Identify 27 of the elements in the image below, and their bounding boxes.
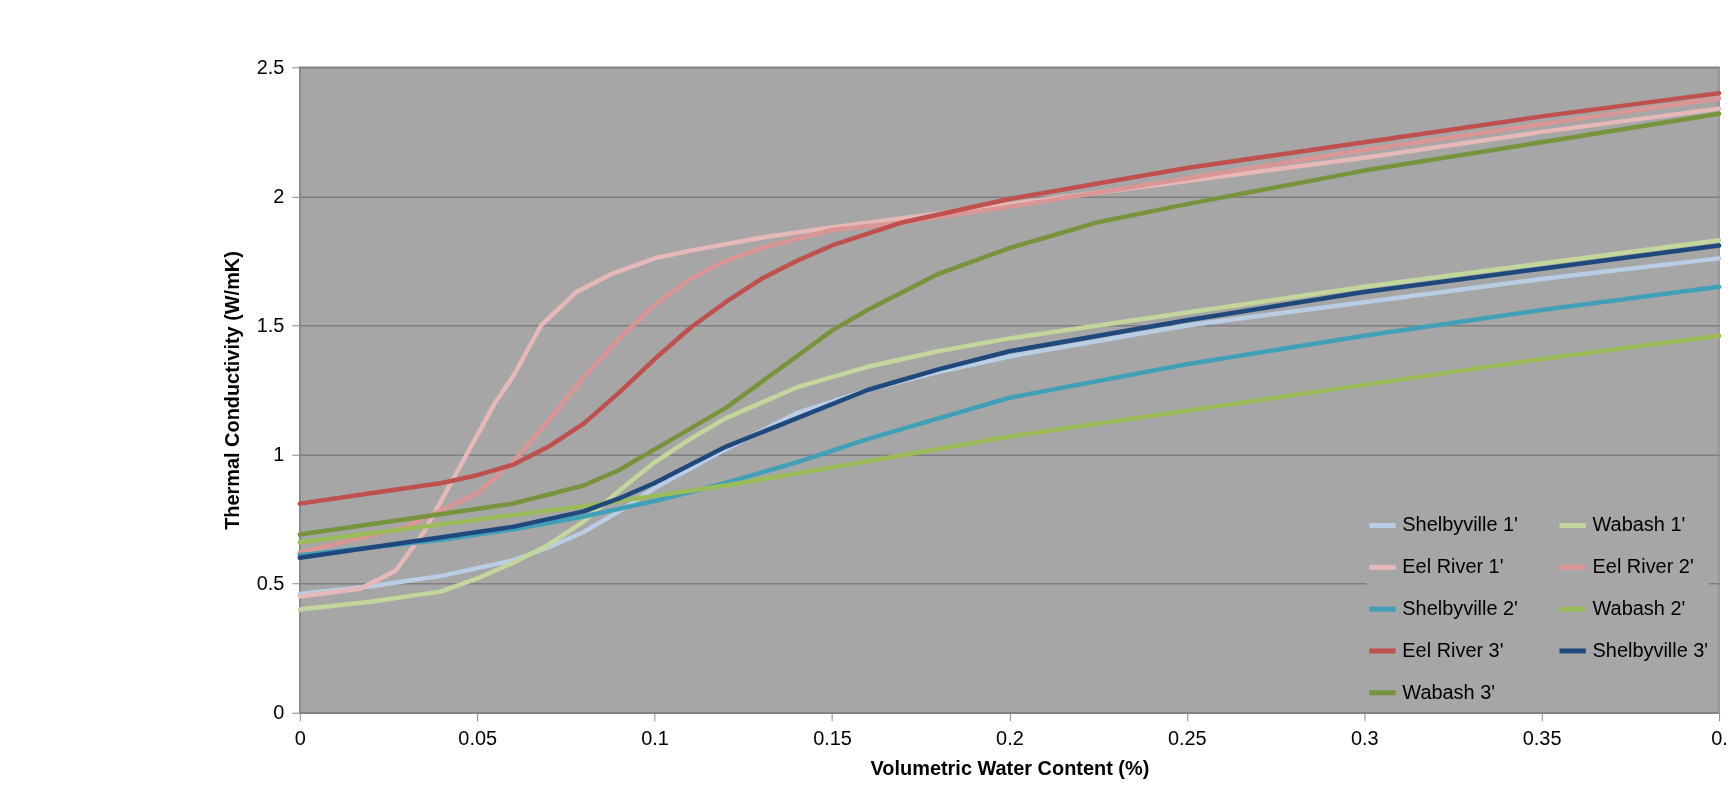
legend-label: Shelbyville 1' xyxy=(1402,513,1518,536)
legend-label: Eel River 2' xyxy=(1592,555,1694,578)
legend-label: Wabash 3' xyxy=(1402,680,1496,703)
y-axis-title: Thermal Conductivity (W/mK) xyxy=(220,251,243,530)
x-tick-label: 0.15 xyxy=(813,727,852,750)
legend-label: Eel River 3' xyxy=(1402,638,1504,661)
legend-label: Wabash 2' xyxy=(1592,597,1686,620)
y-tick-label: 0 xyxy=(273,701,285,724)
y-tick-label: 1 xyxy=(273,443,285,466)
x-tick-label: 0.2 xyxy=(996,727,1024,750)
y-tick-label: 2.5 xyxy=(256,55,285,78)
x-axis-title: Volumetric Water Content (%) xyxy=(870,756,1150,779)
x-tick-label: 0.05 xyxy=(458,727,498,750)
line-series xyxy=(297,333,1722,545)
x-tick-label: 0.3 xyxy=(1350,727,1379,750)
legend-label: Eel River 1' xyxy=(1402,555,1504,578)
legend-label: Shelbyville 3' xyxy=(1592,638,1709,661)
x-tick-label: 0 xyxy=(294,727,306,750)
x-tick-label: 0. xyxy=(1711,727,1728,750)
legend-label: Wabash 1' xyxy=(1592,513,1686,536)
x-tick-label: 0.25 xyxy=(1167,727,1207,750)
y-tick-label: 1.5 xyxy=(256,313,285,336)
y-tick-label: 0.5 xyxy=(256,572,285,595)
x-tick-label: 0.35 xyxy=(1522,727,1562,750)
legend-label: Shelbyville 2' xyxy=(1402,597,1518,620)
x-tick-label: 0.1 xyxy=(641,727,669,750)
y-tick-label: 2 xyxy=(273,184,285,207)
